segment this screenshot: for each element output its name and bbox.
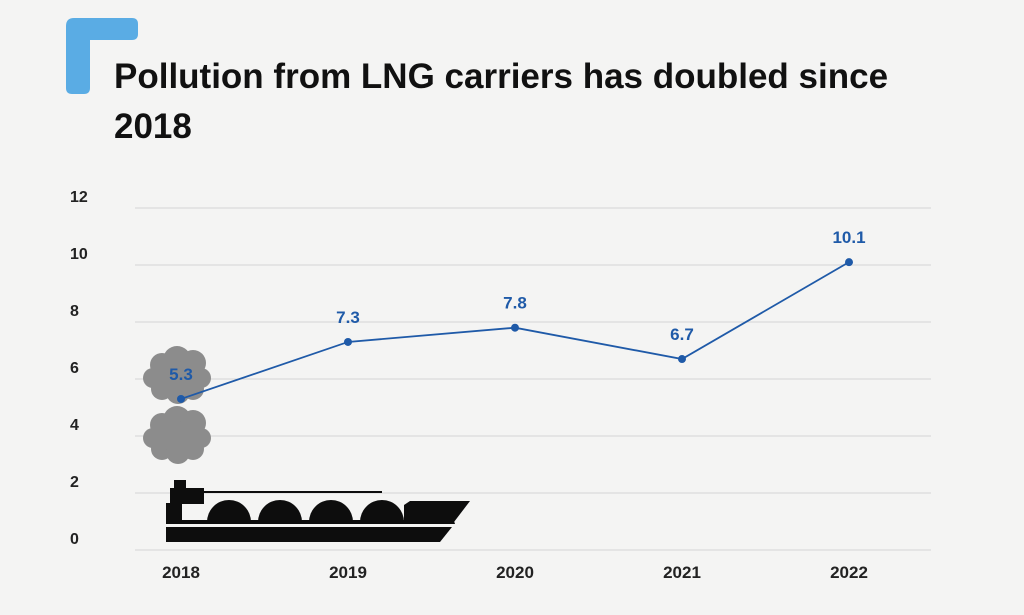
data-label: 7.3 [336, 308, 360, 327]
x-tick-label: 2019 [329, 563, 367, 582]
cloud-icon [143, 406, 211, 464]
y-tick-label: 4 [70, 417, 79, 434]
illustration [143, 346, 470, 542]
y-tick-label: 6 [70, 360, 79, 377]
x-tick-label: 2020 [496, 563, 534, 582]
y-tick-label: 12 [70, 189, 88, 206]
y-tick-label: 8 [70, 303, 79, 320]
data-point [511, 323, 519, 332]
x-tick-label: 2022 [830, 563, 868, 582]
x-tick-label: 2018 [162, 563, 200, 582]
y-axis-ticks: 0 2 4 6 8 10 12 [70, 189, 88, 548]
data-label: 6.7 [670, 325, 694, 344]
y-tick-label: 10 [70, 246, 88, 263]
x-axis-ticks: 2018 2019 2020 2021 2022 [162, 563, 868, 582]
data-point [344, 337, 352, 346]
y-tick-label: 2 [70, 474, 79, 491]
data-point [177, 394, 185, 403]
data-label: 7.8 [503, 294, 527, 313]
data-label: 10.1 [832, 228, 865, 247]
data-label: 5.3 [169, 365, 193, 384]
accent-corner-mark [66, 18, 138, 94]
lng-carrier-ship-icon [166, 480, 470, 542]
data-labels: 5.3 7.3 7.8 6.7 10.1 [169, 228, 865, 384]
gridlines [135, 207, 931, 551]
data-point [678, 355, 686, 364]
data-points [177, 258, 853, 403]
cloud-icon [143, 346, 211, 404]
chart-title: Pollution from LNG carriers has doubled … [114, 57, 889, 146]
x-tick-label: 2021 [663, 563, 701, 582]
y-tick-label: 0 [70, 531, 79, 548]
data-point [845, 258, 853, 267]
